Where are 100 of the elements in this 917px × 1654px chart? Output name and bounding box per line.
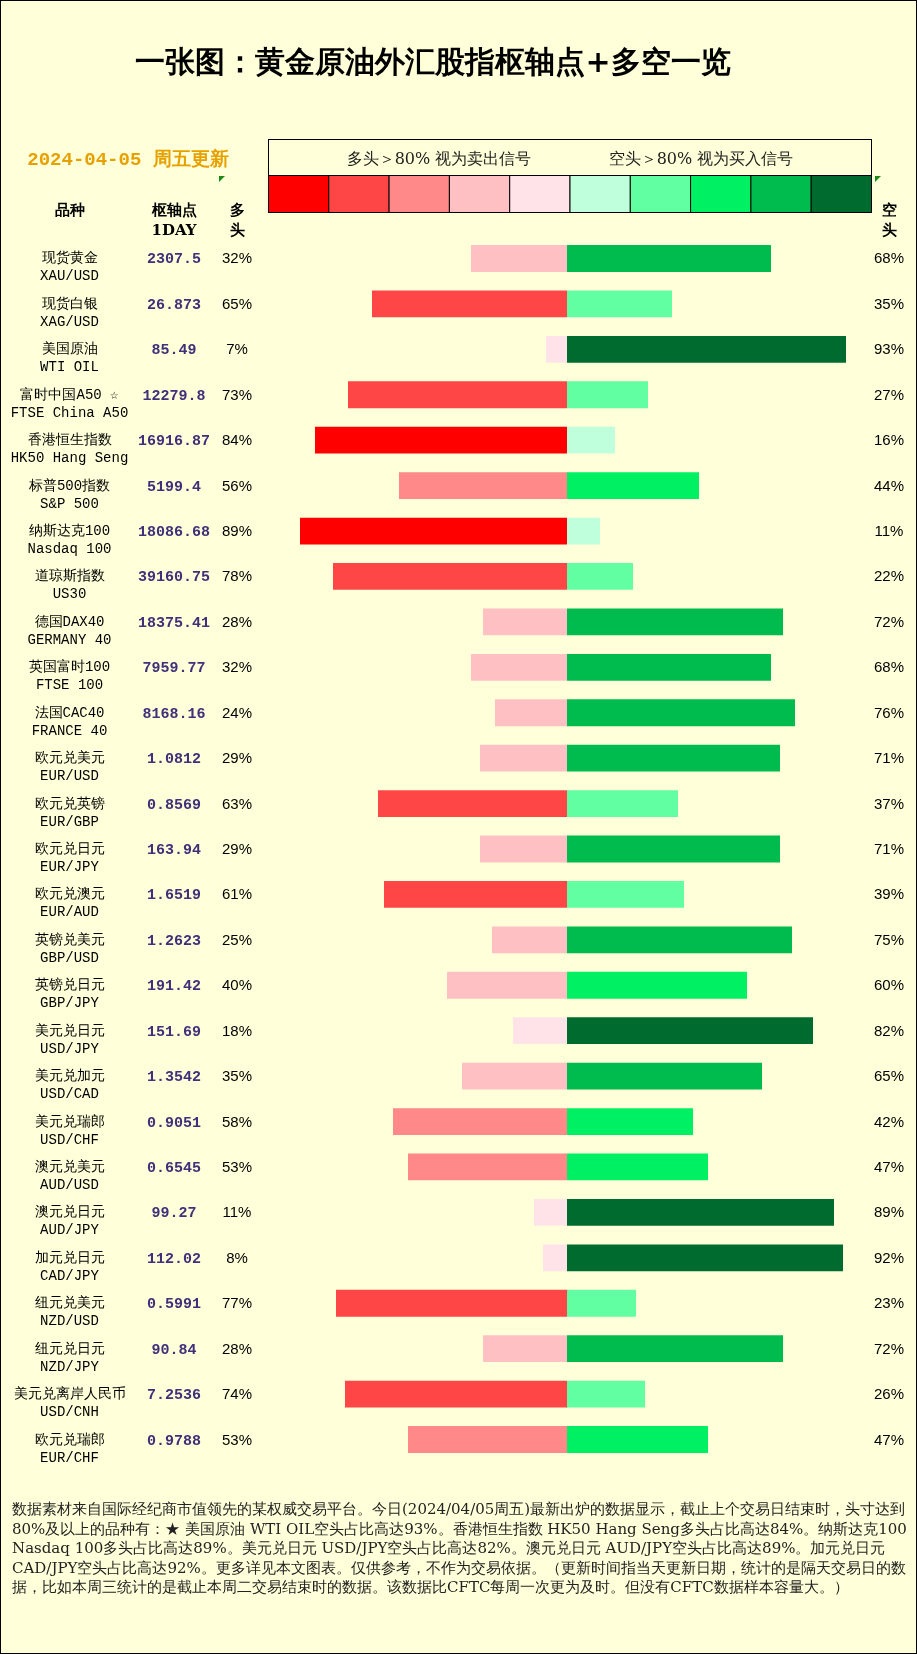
y-tick-label: 欧元兑美元 EUR/USD [34,750,105,785]
y2-tick-label: 18375.41 [137,614,211,632]
y2-tick-label: 191.42 [146,978,202,996]
y2-tick-label: 0.6545 [146,1159,202,1177]
data-label: 42% [873,1112,905,1130]
data-label: 44% [873,476,905,494]
y2-axis-title: 枢轴点 1DAY [150,201,197,239]
data-label: 61% [221,885,253,903]
data-label: 93% [873,340,905,358]
y-tick-label: 美元兑离岸人民币 USD/CNH [13,1386,126,1421]
data-label: 68% [873,249,905,267]
y-tick-label: 加元兑日元 CAD/JPY [34,1249,105,1284]
y-tick-label: 美元兑瑞郎 USD/CHF [34,1113,105,1148]
y2-tick-label: 0.9051 [146,1114,202,1132]
data-label: 65% [221,294,253,312]
data-label: 53% [221,1430,253,1448]
y2-tick-label: 7959.77 [142,660,206,678]
bar [546,335,567,363]
text: 多头＞80% 视为卖出信号 [346,149,532,168]
y-axis-title: 品种 [54,200,85,219]
data-label: 73% [221,385,253,403]
data-label: 35% [221,1067,253,1085]
data-label: 18% [221,1021,253,1039]
data-label: 78% [221,567,253,585]
data-label: 60% [873,976,905,994]
chart-title: 一张图：黄金原油外汇股指枢轴点+多空一览 [135,44,731,79]
y2-tick-label: 8168.16 [142,705,206,723]
data-label: 89% [221,522,253,540]
y-tick-label: 现货黄金 XAU/USD [40,250,99,285]
data-label: 22% [873,567,905,585]
y2-tick-label: 16916.87 [137,433,211,451]
y2-tick-label: 90.84 [151,1341,197,1359]
data-label: 89% [873,1203,905,1221]
y2-tick-label: 2307.5 [146,251,202,269]
data-label: 68% [873,658,905,676]
y2-tick-label: 151.69 [146,1023,202,1041]
y-tick-label: 香港恒生指数 HK50 Hang Seng [10,432,129,467]
bar [567,517,600,545]
y2-tick-label: 163.94 [146,842,202,859]
data-label: 23% [873,1294,905,1312]
data-label: 63% [221,794,253,812]
data-label: 28% [221,1339,253,1357]
data-label: 11% [222,1203,252,1221]
y-tick-label: 纽元兑美元 NZD/USD [34,1295,105,1330]
text: 多头 [229,201,245,239]
y-tick-label: 欧元兑瑞郎 EUR/CHF [34,1431,105,1466]
y-tick-label: 英镑兑美元 GBP/USD [34,931,105,966]
y2-tick-label: 7.2536 [146,1387,202,1405]
data-label: 32% [221,249,253,267]
data-label: 47% [873,1157,905,1175]
y-tick-label: 澳元兑日元 AUD/JPY [34,1204,105,1239]
y2-tick-label: 85.49 [151,342,197,360]
data-label: 37% [873,794,905,812]
y-tick-label: 美国原油 WTI OIL [40,341,99,376]
data-label: 11% [874,522,904,540]
data-label: 32% [221,658,253,676]
text: 空头 [881,201,897,239]
data-label: 82% [873,1021,905,1039]
y2-tick-label: 39160.75 [137,569,211,587]
data-label: 71% [873,840,905,857]
data-label: 71% [873,749,905,767]
data-label: 75% [873,930,905,948]
y2-tick-label: 1.3542 [146,1069,202,1087]
y-tick-label: 纽元兑日元 NZD/JPY [34,1340,105,1375]
y2-tick-label: 18086.68 [137,524,211,542]
y2-tick-label: 0.8569 [146,796,202,814]
y-tick-label: 美元兑日元 USD/JPY [34,1022,105,1057]
data-label: 39% [873,885,905,903]
data-label: 92% [873,1248,905,1266]
data-label: 27% [873,385,905,403]
data-label: 28% [221,612,253,630]
y-tick-label: 法国CAC40 FRANCE 40 [31,704,108,739]
data-label: 8% [226,1248,248,1266]
bar [567,563,633,590]
data-label: 58% [221,1112,253,1130]
y-tick-label: 美元兑加元 USD/CAD [34,1068,105,1103]
y-tick-label: 欧元兑英镑 EUR/GBP [34,795,105,830]
y2-tick-label: 12279.8 [142,387,206,405]
data-label: 26% [873,1385,905,1403]
text: 空头＞80% 视为买入信号 [608,149,794,168]
bar [567,426,615,454]
y-tick-label: 纳斯达克100 Nasdaq 100 [27,523,112,558]
bar [513,1017,567,1045]
y2-tick-label: 0.5991 [146,1296,202,1314]
y-tick-label: 英镑兑日元 GBP/JPY [34,977,105,1012]
y-tick-label: 英国富时100 FTSE 100 [28,659,111,694]
bar [543,1244,567,1272]
data-label: 47% [873,1430,905,1448]
data-label: 24% [221,703,253,721]
data-label: 56% [221,476,253,494]
data-label: 29% [221,840,253,857]
y-tick-label: 澳元兑美元 AUD/USD [34,1158,105,1193]
y-tick-label: 富时中国A50 ☆ FTSE China A50 [10,386,129,421]
data-label: 65% [873,1067,905,1085]
data-label: 53% [221,1157,253,1175]
y2-tick-label: 1.2623 [146,932,202,950]
bar [495,699,567,727]
data-label: 35% [873,294,905,312]
y-tick-label: 道琼斯指数 US30 [34,568,105,603]
y2-tick-label: 99.27 [151,1205,197,1223]
